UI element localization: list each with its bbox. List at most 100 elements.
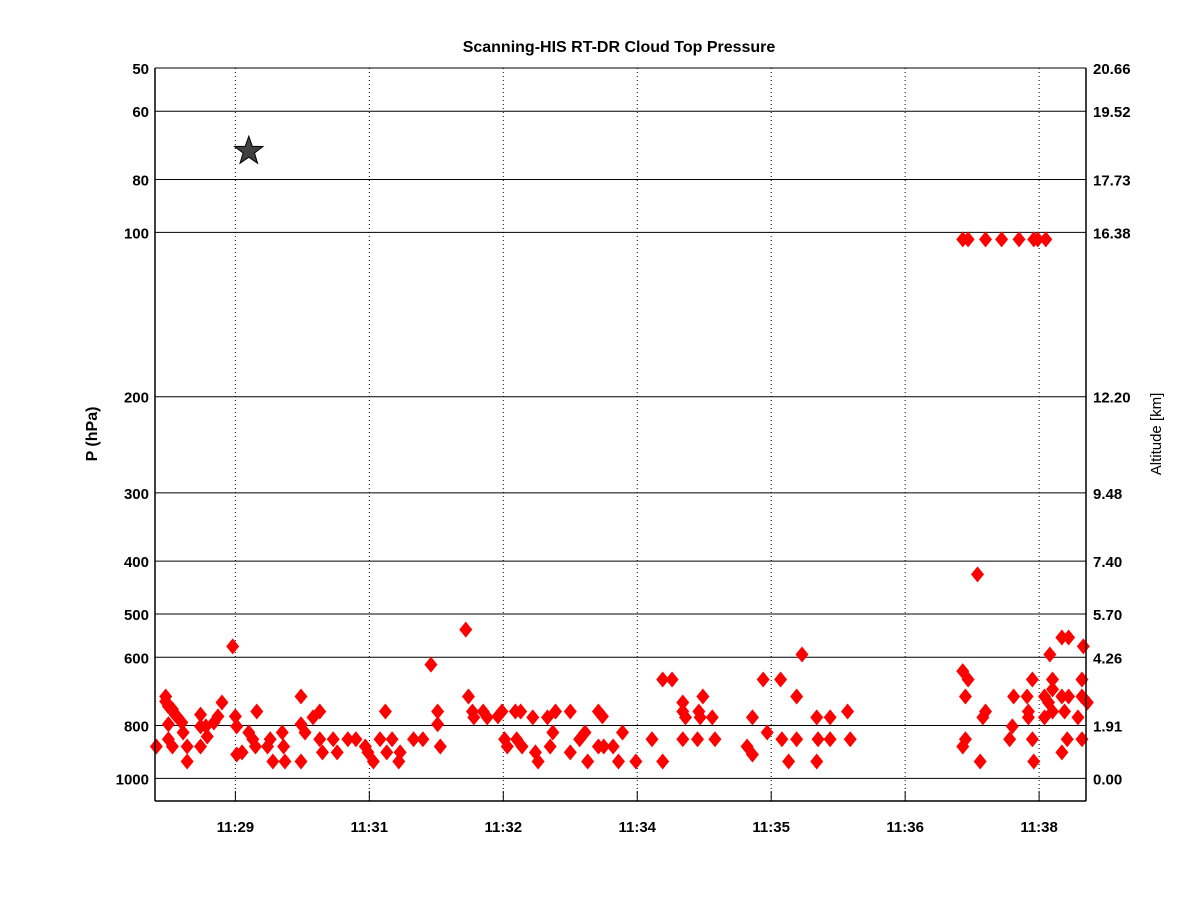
y-tick-label: 1000: [116, 771, 149, 788]
data-point: [810, 753, 824, 770]
data-point: [176, 724, 190, 741]
data-point: [298, 724, 312, 741]
data-point: [1080, 694, 1094, 711]
data-point: [250, 703, 264, 720]
data-point: [393, 744, 407, 761]
data-point: [330, 744, 344, 761]
y-tick-label: 400: [124, 554, 149, 571]
data-point: [1025, 671, 1039, 688]
y2-tick-label: 0.00: [1093, 771, 1122, 788]
data-point: [480, 709, 494, 726]
y-tick-label: 50: [132, 61, 149, 78]
data-point: [194, 738, 208, 755]
data-point: [790, 688, 804, 705]
data-point: [431, 716, 445, 733]
data-point: [1027, 753, 1041, 770]
tick-labels: 50 20.66 60 19.52 80 17.73 100 16.38 200 12.20 300…: [116, 61, 1131, 836]
data-point: [275, 724, 289, 741]
data-point: [180, 753, 194, 770]
data-point: [1075, 671, 1089, 688]
data-point: [795, 646, 809, 663]
x-tick-label: 11:31: [351, 819, 389, 836]
data-point: [194, 706, 208, 723]
data-point: [656, 671, 670, 688]
data-point: [976, 709, 990, 726]
data-point: [1062, 629, 1076, 646]
data-point: [248, 738, 262, 755]
data-point: [1055, 629, 1069, 646]
data-point: [294, 753, 308, 770]
data-point: [745, 746, 759, 763]
data-point: [1071, 709, 1085, 726]
y2-tick-label: 19.52: [1093, 104, 1131, 121]
data-point: [349, 731, 363, 748]
data-point: [407, 731, 421, 748]
data-point: [200, 728, 214, 745]
y2-tick-label: 20.66: [1093, 61, 1131, 78]
data-point: [514, 703, 528, 720]
data-point: [696, 688, 710, 705]
data-point: [266, 753, 280, 770]
data-point: [461, 688, 475, 705]
y-tick-label: 80: [132, 172, 149, 189]
data-point: [790, 731, 804, 748]
data-point: [1005, 718, 1019, 735]
data-point: [611, 753, 625, 770]
data-point: [315, 744, 329, 761]
grid: [155, 67, 1086, 801]
data-point: [1058, 703, 1072, 720]
data-point: [656, 753, 670, 770]
data-point: [1046, 703, 1060, 720]
data-point: [811, 731, 825, 748]
y2-tick-label: 1.91: [1093, 718, 1122, 735]
data-point: [341, 731, 355, 748]
y2-tick-label: 5.70: [1093, 607, 1122, 624]
x-tick-label: 11:38: [1020, 819, 1058, 836]
data-point: [775, 731, 789, 748]
data-point: [645, 731, 659, 748]
data-point: [958, 688, 972, 705]
data-point: [495, 703, 509, 720]
data-point: [277, 738, 291, 755]
data-point: [313, 731, 327, 748]
data-point: [1043, 646, 1057, 663]
data-point: [760, 724, 774, 741]
data-point: [676, 731, 690, 748]
data-point: [278, 753, 292, 770]
data-point: [678, 709, 692, 726]
y-tick-label: 300: [124, 486, 149, 503]
data-point: [823, 731, 837, 748]
data-point: [165, 738, 179, 755]
data-point: [961, 231, 975, 248]
data-point: [1075, 731, 1089, 748]
y-tick-label: 100: [124, 225, 149, 242]
data-point: [578, 724, 592, 741]
x-tick-label: 11:32: [485, 819, 523, 836]
y2-tick-label: 9.48: [1093, 486, 1122, 503]
data-point: [676, 694, 690, 711]
y2-tick-label: 7.40: [1093, 554, 1122, 571]
data-point: [546, 724, 560, 741]
data-point: [175, 714, 189, 731]
data-point: [1031, 231, 1045, 248]
data-point: [378, 703, 392, 720]
data-point: [380, 744, 394, 761]
y-tick-label: 500: [124, 607, 149, 624]
data-point: [161, 716, 175, 733]
data-point: [693, 709, 707, 726]
y2-axis-label: Altitude [km]: [1148, 393, 1165, 476]
data-point: [705, 709, 719, 726]
y-tick-label: 800: [124, 718, 149, 735]
y2-tick-label: 16.38: [1093, 225, 1131, 242]
data-point: [691, 731, 705, 748]
data-point: [1012, 231, 1026, 248]
data-point: [1039, 231, 1053, 248]
data-point: [211, 708, 225, 725]
data-point: [970, 566, 984, 583]
x-tick-label: 11:35: [752, 819, 790, 836]
data-point: [373, 731, 387, 748]
data-point: [326, 731, 340, 748]
data-point: [774, 671, 788, 688]
data-point: [1021, 709, 1035, 726]
